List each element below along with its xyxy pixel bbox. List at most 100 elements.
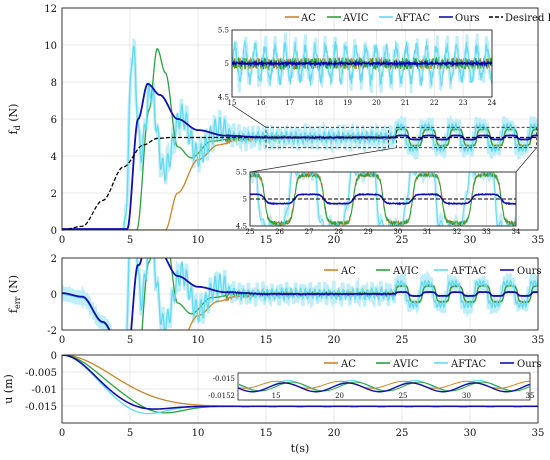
error-ytick-label: 2	[51, 254, 57, 265]
inset-connector	[231, 104, 267, 128]
disp-inset: 15 20 25 30 35 -0.015 -0.0152	[208, 372, 535, 401]
error-xtick-label: 10	[192, 335, 205, 346]
inset-ytick-label: 4.5	[236, 223, 247, 231]
inset-xtick-label: 24	[488, 99, 497, 107]
disp-inset-ytick-label: -0.0152	[208, 392, 235, 400]
inset-xtick-label: 16	[256, 99, 265, 107]
inset-ytick-label: 5.5	[236, 169, 247, 177]
error-xtick-label: 35	[532, 335, 545, 346]
inset-aftac-line	[250, 172, 516, 226]
error-xtick-label: 5	[127, 335, 133, 346]
disp-xlabel: t(s)	[291, 442, 310, 455]
disp-legend: AC AVIC AFTAC Ours	[324, 359, 542, 370]
inset-xtick-label: 32	[452, 228, 461, 236]
disp-inset-xtick-label: 25	[399, 392, 408, 400]
force-xtick-label: 25	[396, 235, 409, 246]
inset-xtick-label: 25	[246, 228, 255, 236]
inset-xtick-label: 21	[401, 99, 410, 107]
force-ytick-label: 8	[51, 78, 57, 89]
error-xtick-label: 30	[464, 335, 477, 346]
inset-connector	[249, 147, 397, 173]
force-ytick-label: 12	[44, 4, 57, 15]
legend-label-ac: AC	[340, 266, 356, 277]
disp-xtick-label: 0	[59, 428, 65, 439]
err-ours-line	[62, 258, 538, 330]
inset-xtick-label: 22	[430, 99, 439, 107]
force-xtick-label: 20	[328, 235, 341, 246]
legend-label-avic: AVIC	[392, 359, 419, 370]
series-desired-line	[61, 136, 538, 231]
force-ytick-label: 4	[51, 152, 57, 163]
disp-frame	[61, 354, 539, 424]
disp-plot: 0 5 10 15 20 25 30 35 0 -0.005 -0.01 -0.015 u (m) t(s…	[2, 351, 544, 455]
inset-xtick-label: 27	[305, 228, 314, 236]
disp-ours-line	[62, 355, 538, 410]
inset-xtick-label: 33	[482, 228, 491, 236]
disp-ytick-label: -0.01	[31, 385, 57, 396]
force-legend: AC AVIC AFTAC Ours Desired Force	[285, 13, 550, 24]
inset-connector	[515, 147, 537, 173]
inset-xtick-label: 31	[423, 228, 432, 236]
legend-label-avic: AVIC	[342, 13, 369, 24]
legend-label-ac: AC	[340, 359, 356, 370]
inset-xtick-label: 29	[364, 228, 373, 236]
inset-xtick-label: 19	[343, 99, 352, 107]
force-xtick-label: 30	[464, 235, 477, 246]
inset-ytick-label: 5	[225, 60, 229, 68]
disp-xtick-label: 30	[464, 428, 477, 439]
error-xtick-label: 15	[260, 335, 273, 346]
disp-xtick-label: 20	[328, 428, 341, 439]
legend-label-ac: AC	[300, 13, 316, 24]
error-ylabel: ferr (N)	[7, 275, 22, 313]
inset-xtick-label: 20	[372, 99, 381, 107]
force-xtick-label: 15	[260, 235, 273, 246]
force-xtick-label: 0	[59, 235, 65, 246]
inset-xtick-label: 17	[285, 99, 294, 107]
disp-inset-ours	[238, 382, 530, 393]
inset-xtick-label: 28	[334, 228, 343, 236]
error-xtick-label: 0	[59, 335, 65, 346]
disp-ylabel: u (m)	[2, 374, 15, 404]
force-inset-frame-2	[249, 171, 517, 227]
inset-xtick-label: 23	[459, 99, 468, 107]
force-ytick-label: 0	[51, 226, 57, 237]
zoom-box-1	[265, 126, 389, 149]
legend-label-desired-force: Desired Force	[505, 13, 550, 24]
error-xtick-label: 20	[328, 335, 341, 346]
inset-aftac-line	[232, 40, 492, 87]
force-ylabel: fd (N)	[7, 104, 22, 135]
disp-inset-xtick-label: 35	[526, 392, 535, 400]
zoom-box-2	[396, 126, 538, 149]
series-aftac-band	[62, 37, 538, 230]
error-ytick-label: -2	[47, 326, 57, 337]
inset-xtick-label: 15	[228, 99, 237, 107]
legend-label-aftac: AFTAC	[394, 13, 431, 24]
force-xtick-label: 35	[532, 235, 545, 246]
disp-inset-xtick-label: 20	[335, 392, 344, 400]
disp-inset-xtick-label: 15	[272, 392, 281, 400]
inset-xtick-label: 30	[393, 228, 402, 236]
disp-ytick-label: 0	[51, 351, 57, 362]
force-xtick-label: 10	[192, 235, 205, 246]
disp-xtick-label: 5	[127, 428, 133, 439]
force-xtick-label: 5	[127, 235, 133, 246]
force-inset-frame-1	[231, 29, 493, 98]
disp-inset-xtick-label: 30	[462, 392, 471, 400]
inset-ytick-label: 5	[243, 196, 247, 204]
disp-ytick-label: -0.005	[25, 368, 57, 379]
inset-xtick-label: 34	[512, 228, 521, 236]
legend-label-aftac: AFTAC	[450, 266, 487, 277]
inset-xtick-label: 26	[275, 228, 284, 236]
force-ytick-label: 2	[51, 189, 57, 200]
force-inset-1: 15 16 17 18 19 20 21 22 23 24 4.5 5 5.5	[218, 27, 497, 108]
error-xtick-label: 25	[396, 335, 409, 346]
error-frame	[61, 257, 539, 331]
disp-xtick-label: 35	[532, 428, 545, 439]
disp-inset-ytick-label: -0.015	[213, 375, 235, 383]
disp-xtick-label: 25	[396, 428, 409, 439]
inset-ytick-label: 4.5	[218, 94, 229, 102]
inset-xtick-label: 18	[314, 99, 323, 107]
legend-label-avic: AVIC	[392, 266, 419, 277]
